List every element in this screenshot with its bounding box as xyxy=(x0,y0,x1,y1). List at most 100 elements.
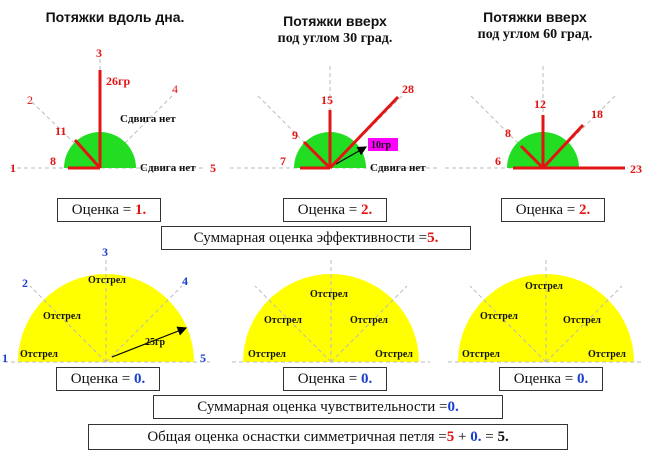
bottom-diagram-1: 1 2 3 4 5 Отстрел Отстрел Отстрел 25гр xyxy=(2,245,210,365)
overall-result: 5. xyxy=(497,428,509,445)
score-box-up-60: Оценка = 2. xyxy=(501,198,605,222)
overshoot-label-right: Отстрел xyxy=(350,315,388,326)
angle-arrow xyxy=(111,326,188,358)
overshoot-label-bottom-right: Отстрел xyxy=(588,349,626,360)
overshoot-label-bottom-left: Отстрел xyxy=(248,349,286,360)
value-23: 23 xyxy=(630,162,642,176)
value-26: 26гр xyxy=(106,74,130,88)
force-line-11 xyxy=(73,139,102,169)
diag-right-dashed xyxy=(105,285,183,363)
bottom-diagram-3: Отстрел Отстрел Отстрел Отстрел Отстрел xyxy=(448,260,644,363)
overshoot-label-left: Отстрел xyxy=(264,315,302,326)
score-label: Оценка = xyxy=(515,201,576,218)
dir-label-5: 5 xyxy=(200,351,206,365)
top-diagram-up-30: 10гр 7 9 15 28 Сдвига нет xyxy=(230,65,440,174)
overall-plus: + xyxy=(454,428,471,445)
score-value: 2. xyxy=(578,201,591,218)
dir-label-4: 4 xyxy=(172,82,178,96)
value-6: 6 xyxy=(495,154,501,168)
angle-note: 25гр xyxy=(145,337,166,348)
score-label: Оценка = xyxy=(297,201,358,218)
overall-label: Общая оценка оснастки симметричная петля… xyxy=(147,428,447,445)
value-15: 15 xyxy=(321,93,333,107)
score-value: 0. xyxy=(360,370,373,387)
overshoot-label-bottom-left: Отстрел xyxy=(462,349,500,360)
overshoot-label-top: Отстрел xyxy=(88,275,126,286)
efficiency-summary-value: 5. xyxy=(427,229,439,246)
score-label: Оценка = xyxy=(297,370,358,387)
title-along-bottom-text: Потяжки вдоль дна. xyxy=(45,9,185,25)
angle-badge-text: 10гр xyxy=(371,140,392,151)
overall-equals: = xyxy=(481,428,498,445)
value-8: 8 xyxy=(505,126,511,140)
value-8: 8 xyxy=(50,154,56,168)
score-label: Оценка = xyxy=(513,370,574,387)
title-along-bottom: Потяжки вдоль дна. xyxy=(15,9,215,26)
force-line-28 xyxy=(328,95,400,170)
bottom-diagram-2: Отстрел Отстрел Отстрел Отстрел Отстрел xyxy=(232,260,430,363)
score-box-bottom-1: Оценка = 0. xyxy=(56,367,160,391)
score-value: 0. xyxy=(133,370,146,387)
overall-sensitivity: 0. xyxy=(470,428,482,445)
diag-left-dashed xyxy=(254,285,332,363)
note-no-shift: Сдвига нет xyxy=(370,162,426,174)
dir-label-2: 2 xyxy=(22,276,28,290)
dir-label-3: 3 xyxy=(102,245,108,259)
overshoot-label-top: Отстрел xyxy=(310,289,348,300)
score-box-bottom-2: Оценка = 0. xyxy=(283,367,387,391)
score-label: Оценка = xyxy=(70,370,131,387)
sensitivity-summary-value: 0. xyxy=(447,398,459,415)
value-12: 12 xyxy=(534,97,546,111)
note-no-shift-upper: Сдвига нет xyxy=(120,113,176,125)
angle-arrow xyxy=(335,146,368,165)
force-line-9 xyxy=(302,140,332,170)
score-value: 2. xyxy=(360,201,373,218)
overshoot-label-bottom: Отстрел xyxy=(20,349,58,360)
overshoot-label-left: Отстрел xyxy=(480,311,518,322)
force-line-18 xyxy=(541,123,585,170)
sensitivity-summary-label: Суммарная оценка чувствительности = xyxy=(197,398,448,415)
diag-right-dashed xyxy=(545,285,623,363)
value-7: 7 xyxy=(280,154,286,168)
value-18: 18 xyxy=(591,107,603,121)
dir-label-4: 4 xyxy=(182,274,188,288)
score-box-up-30: Оценка = 2. xyxy=(283,198,387,222)
top-diagram-up-60: 6 8 12 18 23 xyxy=(445,65,642,176)
title-up-60: Потяжки вверх под углом 60 град. xyxy=(435,9,635,43)
top-diagram-along-bottom: 1 2 3 4 5 8 11 26гр Сдвига нет Сдвига не… xyxy=(10,46,216,175)
value-28: 28 xyxy=(402,82,414,96)
force-line-8 xyxy=(519,144,545,170)
diag-right-dashed xyxy=(330,285,408,363)
score-box-bottom-3: Оценка = 0. xyxy=(499,367,603,391)
dir-label-5: 5 xyxy=(210,161,216,175)
diag-left-dashed xyxy=(469,285,547,363)
sensitivity-summary-box: Суммарная оценка чувствительности = 0. xyxy=(153,395,503,419)
score-label: Оценка = xyxy=(71,201,132,218)
value-11: 11 xyxy=(55,124,66,138)
overall-efficiency: 5 xyxy=(446,428,455,445)
overshoot-label-bottom-right: Отстрел xyxy=(375,349,413,360)
note-no-shift-lower: Сдвига нет xyxy=(140,162,196,174)
dir-label-2: 2 xyxy=(27,93,33,107)
score-value: 1. xyxy=(134,201,147,218)
diag-left-dashed xyxy=(29,285,107,363)
angle-badge xyxy=(368,138,398,151)
value-9: 9 xyxy=(292,128,298,142)
title-up-30-line1: Потяжки вверх xyxy=(283,13,387,29)
overall-score-box: Общая оценка оснастки симметричная петля… xyxy=(88,424,568,450)
score-box-along-bottom: Оценка = 1. xyxy=(57,198,161,222)
efficiency-summary-label: Суммарная оценка эффективности = xyxy=(193,229,428,246)
title-up-60-line2: под углом 60 град. xyxy=(477,27,593,42)
title-up-60-line1: Потяжки вверх xyxy=(483,9,587,25)
overshoot-label-right: Отстрел xyxy=(563,315,601,326)
overshoot-label-left: Отстрел xyxy=(43,311,81,322)
score-value: 0. xyxy=(576,370,589,387)
dir-label-3: 3 xyxy=(96,46,102,60)
title-up-30: Потяжки вверх под углом 30 град. xyxy=(235,13,435,47)
title-up-30-line2: под углом 30 град. xyxy=(277,31,393,46)
efficiency-summary-box: Суммарная оценка эффективности = 5. xyxy=(161,226,471,250)
dir-label-1: 1 xyxy=(10,161,16,175)
overshoot-label-top: Отстрел xyxy=(525,281,563,292)
dir-label-1: 1 xyxy=(2,351,8,365)
